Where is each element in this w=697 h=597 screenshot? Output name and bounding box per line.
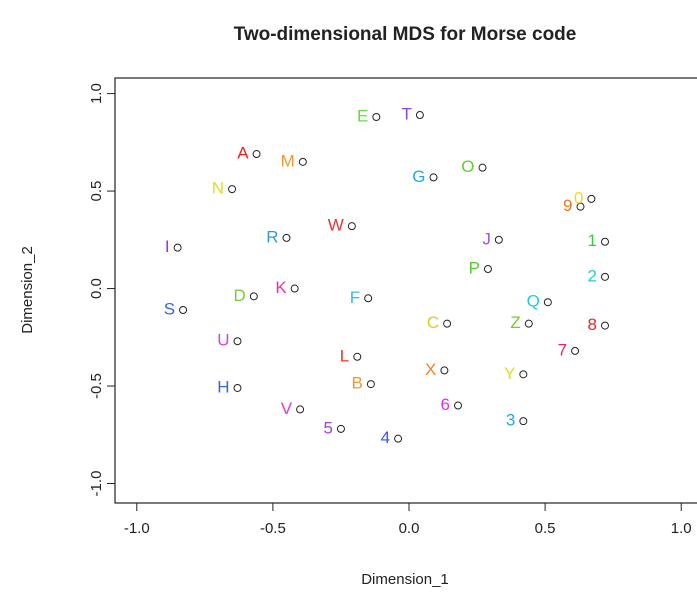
y-axis-label: Dimension_2 (19, 246, 36, 334)
point-label: O (461, 157, 474, 176)
point (601, 237, 609, 246)
x-tick-label: -0.5 (260, 520, 286, 537)
x-tick-label: 0.0 (399, 520, 420, 537)
point-label: N (212, 179, 224, 198)
point (353, 352, 362, 361)
point-label: Q (527, 292, 540, 311)
point-label: G (412, 167, 425, 186)
point-label: 1 (588, 231, 597, 250)
point (587, 194, 596, 203)
point-label: 0 (574, 188, 583, 207)
point-label: I (165, 237, 170, 256)
x-tick-label: -1.0 (124, 520, 150, 537)
point (478, 163, 487, 172)
point (228, 185, 237, 194)
point-label: F (350, 288, 360, 307)
point-label: P (469, 259, 480, 278)
y-tick-label: 0.5 (88, 181, 105, 202)
point-label: V (281, 399, 293, 418)
point-label: 8 (588, 315, 597, 334)
point-label: D (234, 286, 246, 305)
point-label: 3 (506, 411, 515, 430)
plot-box (114, 77, 697, 504)
point (347, 222, 356, 231)
y-tick-label: -1.0 (88, 471, 105, 497)
point-label: R (266, 227, 278, 246)
point (494, 235, 503, 244)
point (296, 405, 305, 414)
point (233, 337, 242, 346)
point (394, 434, 403, 443)
point (179, 305, 188, 314)
point-label: B (352, 374, 363, 393)
point (249, 292, 258, 301)
point (601, 272, 609, 281)
point (483, 265, 492, 274)
point-label: K (275, 278, 287, 297)
point-label: T (401, 105, 411, 124)
point-label: W (328, 216, 344, 235)
point-label: 9 (563, 196, 572, 215)
point (443, 319, 452, 328)
point-label: Y (504, 364, 515, 383)
point-label: 6 (441, 395, 450, 414)
point-label: A (237, 144, 249, 163)
point-label: X (425, 360, 436, 379)
point (282, 233, 291, 242)
point-label: E (357, 106, 368, 125)
x-tick-label: 1.0 (671, 520, 692, 537)
point-label: C (427, 313, 439, 332)
point-label: S (164, 299, 175, 318)
point-label: 5 (323, 418, 332, 437)
y-tick-label: -0.5 (88, 373, 105, 399)
point (173, 243, 182, 252)
x-axis-label: Dimension_1 (361, 571, 449, 588)
point-label: 2 (588, 266, 597, 285)
point (543, 298, 552, 307)
point (364, 294, 373, 303)
point (298, 157, 307, 166)
point-label: J (482, 229, 491, 248)
point (252, 150, 261, 159)
point-label: L (340, 346, 349, 365)
point (519, 417, 528, 426)
point (429, 173, 438, 182)
x-tick-label: 0.5 (535, 520, 556, 537)
point (372, 112, 381, 121)
chart-title: Two-dimensional MDS for Morse code (234, 24, 577, 45)
point (233, 383, 242, 392)
point (440, 366, 449, 375)
point-label: M (281, 151, 295, 170)
point-label: U (217, 331, 229, 350)
point (524, 319, 533, 328)
y-tick-label: 1.0 (88, 83, 105, 104)
point-label: 4 (381, 428, 390, 447)
point (576, 202, 585, 211)
point (601, 321, 609, 330)
point (366, 380, 375, 389)
point (415, 111, 424, 120)
point-label: Z (510, 313, 520, 332)
point-label: H (217, 377, 229, 396)
point-label: 7 (558, 340, 567, 359)
point (454, 401, 462, 410)
point (571, 346, 580, 355)
point (290, 284, 299, 293)
point (336, 424, 345, 433)
point (519, 370, 528, 379)
y-tick-label: 0.0 (88, 278, 105, 299)
